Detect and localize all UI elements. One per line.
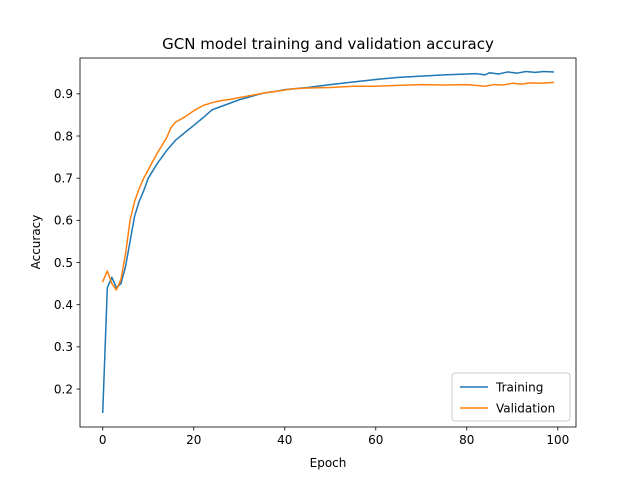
- y-tick-label: 0.2: [54, 382, 73, 396]
- x-tick-label: 100: [546, 433, 569, 447]
- x-tick-label: 80: [459, 433, 474, 447]
- legend-box: [451, 372, 571, 422]
- x-axis-ticks: 0 20 40 60 80 100: [99, 427, 569, 447]
- series-lines: [101, 70, 555, 414]
- y-tick-label: 0.8: [54, 129, 73, 143]
- y-tick-label: 0.9: [54, 87, 73, 101]
- y-tick-label: 0.5: [54, 256, 73, 270]
- x-tick-label: 40: [277, 433, 292, 447]
- series-line-training: [101, 70, 555, 414]
- series-line-validation: [101, 81, 555, 291]
- legend: Training Validation: [451, 372, 571, 422]
- chart-title: GCN model training and validation accura…: [162, 35, 494, 53]
- legend-label-training: Training: [495, 380, 543, 394]
- x-tick-label: 0: [99, 433, 107, 447]
- axes: [79, 57, 577, 428]
- plot-frame: [79, 57, 577, 428]
- x-tick-label: 60: [368, 433, 383, 447]
- y-tick-label: 0.3: [54, 340, 73, 354]
- y-axis-ticks: 0.2 0.3 0.4 0.5 0.6 0.7 0.8 0.9: [54, 87, 80, 396]
- y-axis-label: Accuracy: [29, 215, 43, 270]
- y-tick-label: 0.7: [54, 171, 73, 185]
- y-tick-label: 0.4: [54, 298, 73, 312]
- x-tick-label: 20: [186, 433, 201, 447]
- x-axis-label: Epoch: [310, 456, 347, 470]
- legend-label-validation: Validation: [496, 401, 555, 415]
- y-tick-label: 0.6: [54, 214, 73, 228]
